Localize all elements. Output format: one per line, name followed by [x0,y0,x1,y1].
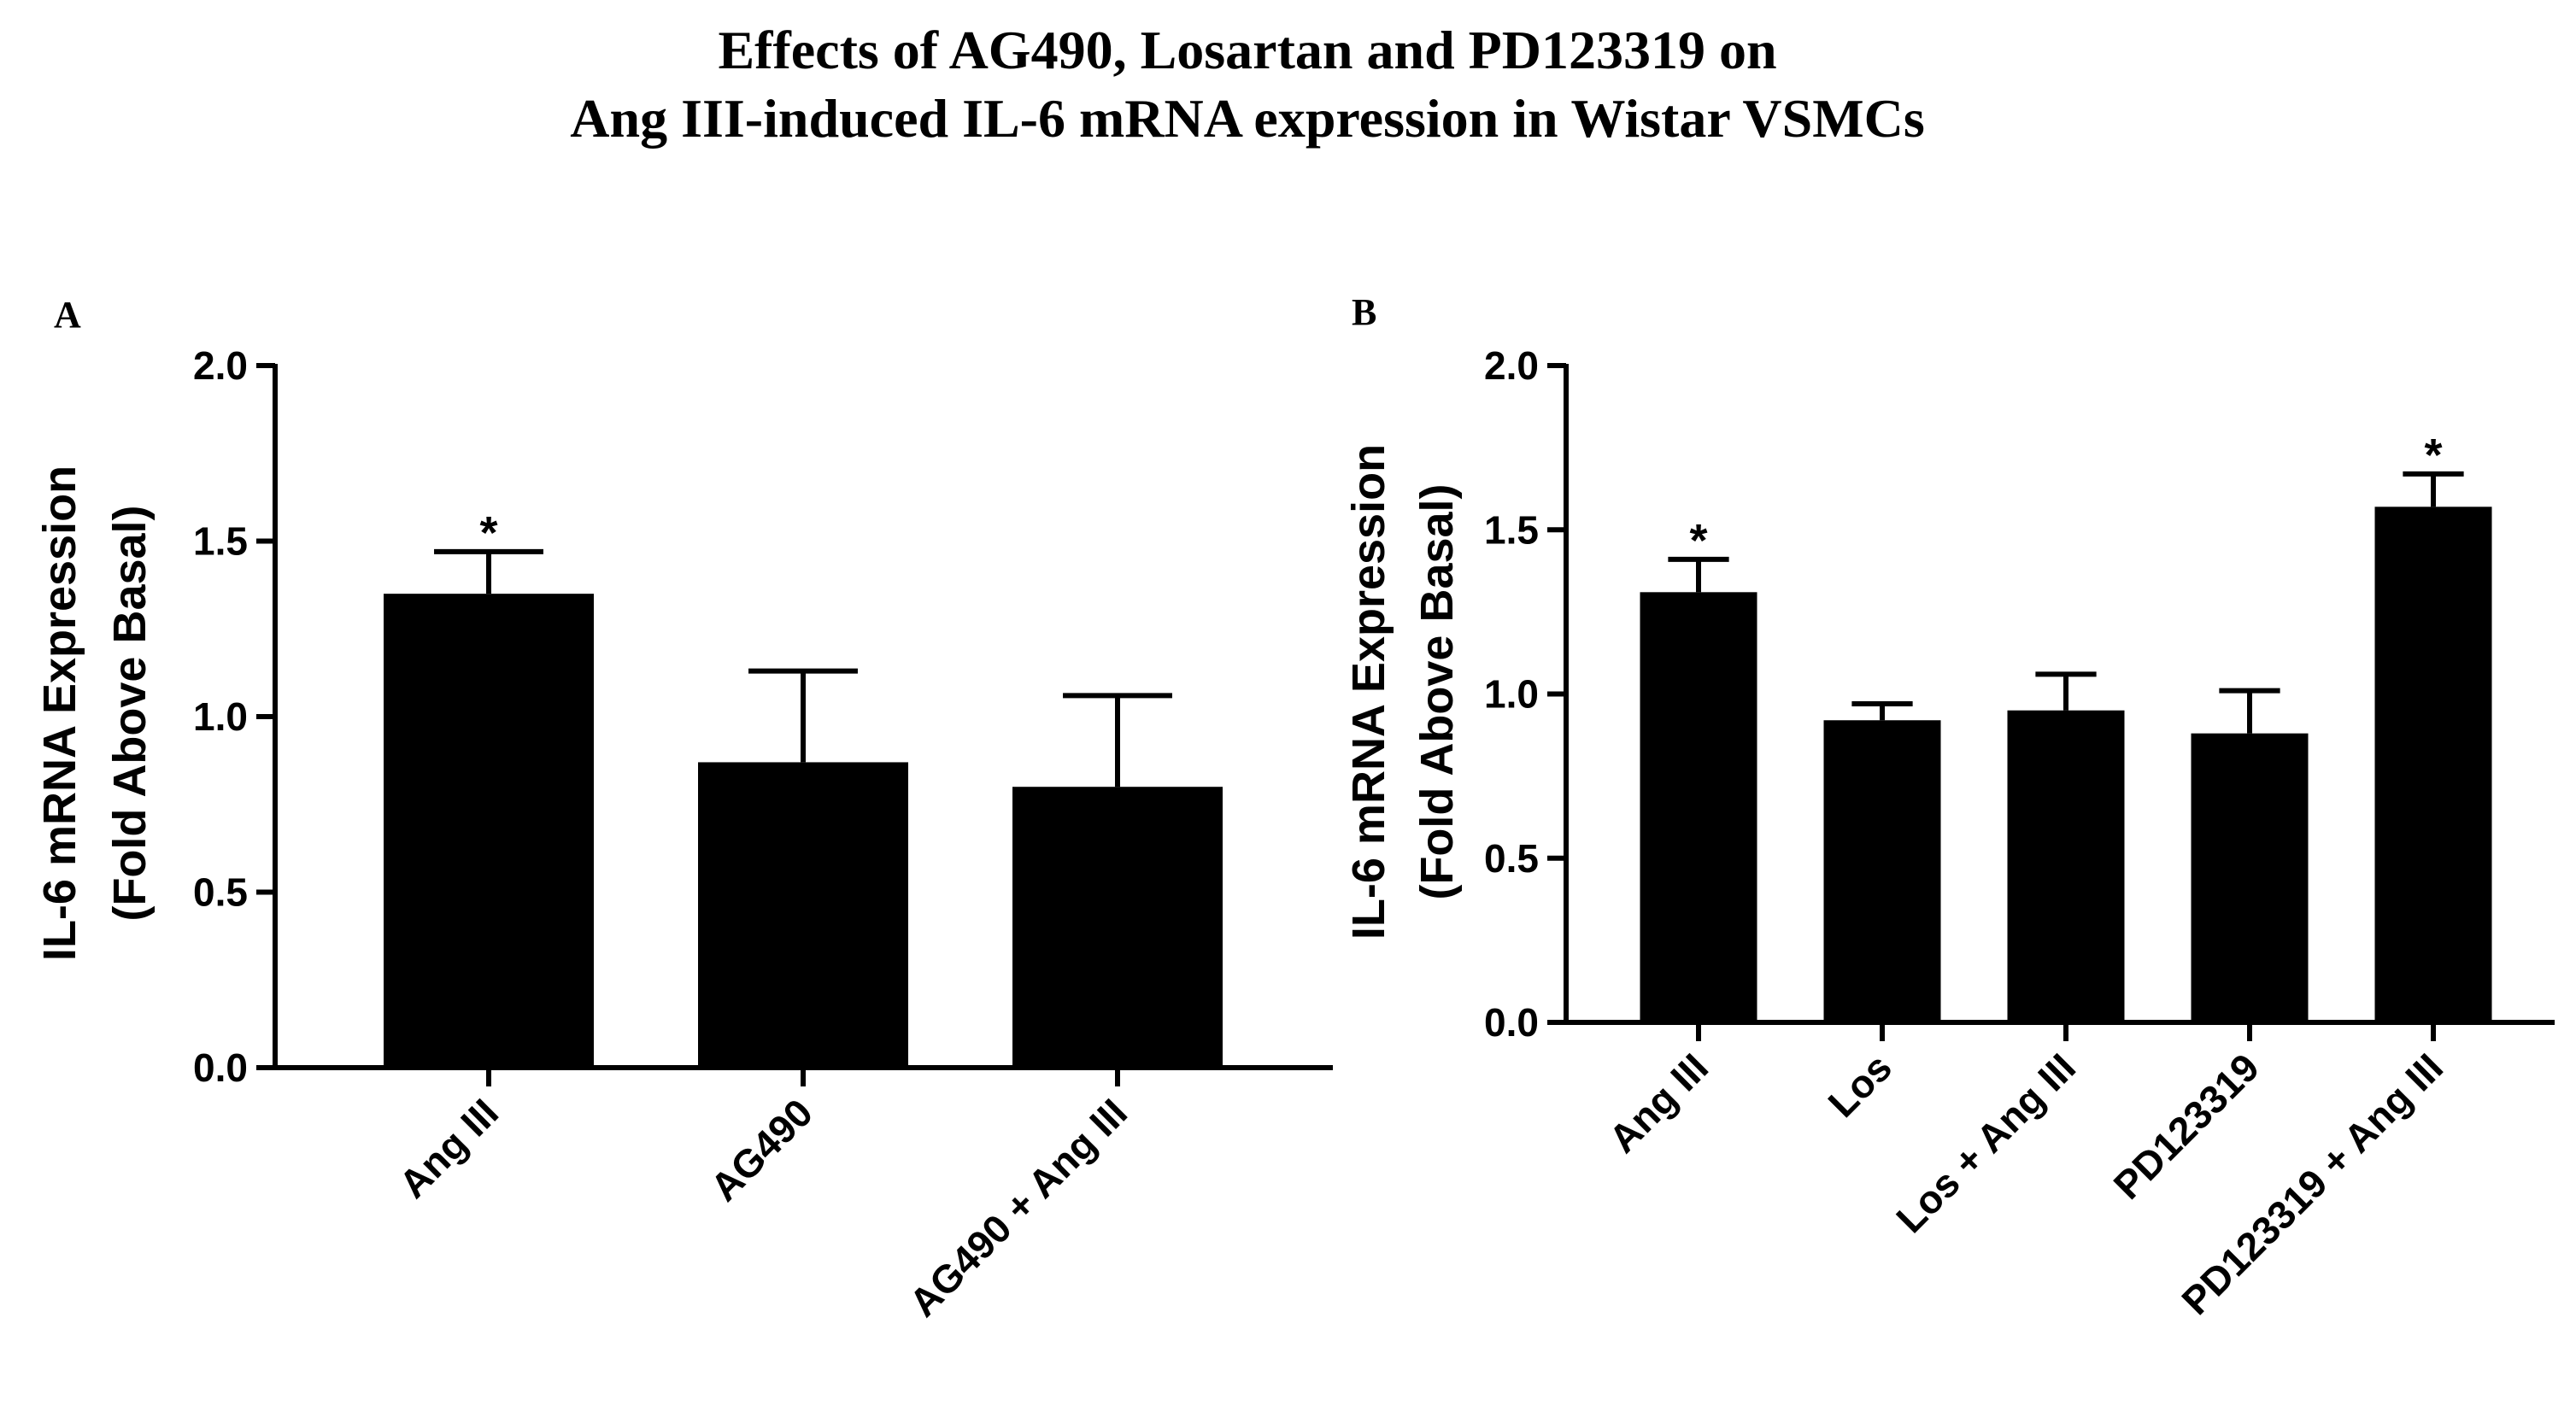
y-tick-label: 0.5 [1484,836,1539,881]
panel-letter-b: B [1352,291,1376,333]
y-tick-label: 1.5 [1484,507,1539,552]
y-tick-label: 1.0 [1484,672,1539,717]
bar [2007,710,2125,1022]
bar [1640,592,1757,1022]
figure-title-line-2: Ang III-induced IL-6 mRNA expression in … [570,88,1925,149]
panel-letter-a: A [54,294,81,336]
chart-panel-a: A IL-6 mRNA Expression (Fold Above Basal) 0… [34,294,1333,1325]
y-tick-label: 0.0 [193,1045,248,1090]
x-tick-label: Los + Ang III [1887,1045,2084,1241]
bar [1823,720,1941,1022]
bar [384,594,594,1068]
bar [2191,733,2309,1022]
x-tick-label: Ang III [1600,1045,1716,1161]
bar [1012,787,1223,1068]
x-tick-label: AG490 + Ang III [901,1090,1135,1325]
y-tick-label: 1.0 [193,694,248,739]
y-tick-label: 2.0 [193,343,248,388]
chart-panel-b: B IL-6 mRNA Expression (Fold Above Basal) 0… [1343,291,2555,1323]
x-tick-label: Ang III [390,1090,507,1206]
x-tick-label: PD123319 [2105,1045,2268,1207]
y-tick-label: 1.5 [193,519,248,564]
significance-mark: * [479,507,497,559]
bar [2374,506,2492,1022]
x-tick-label: AG490 [701,1090,821,1209]
y-tick-label: 0.5 [193,870,248,915]
y-axis-title-line-2: (Fold Above Basal) [104,505,155,921]
significance-mark: * [1689,515,1707,566]
y-tick-label: 0.0 [1484,1000,1539,1045]
y-axis-title-line-2: (Fold Above Basal) [1411,483,1463,899]
x-tick-label: Los [1819,1045,1900,1126]
y-tick-label: 2.0 [1484,343,1539,388]
figure-title-line-1: Effects of AG490, Losartan and PD123319 … [718,20,1776,80]
significance-mark: * [2424,430,2442,481]
y-axis-title-line-1: IL-6 mRNA Expression [34,466,85,961]
bar [698,762,908,1068]
y-axis-title-line-1: IL-6 mRNA Expression [1343,444,1394,940]
